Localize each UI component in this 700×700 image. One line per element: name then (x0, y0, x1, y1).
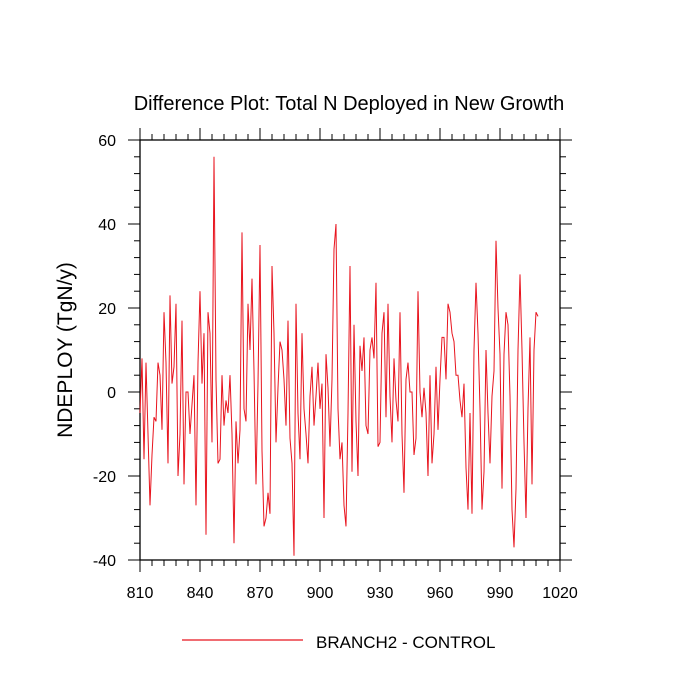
x-tick-label: 990 (487, 585, 514, 602)
x-tick-label: 960 (427, 585, 454, 602)
series-line (139, 156, 539, 556)
x-tick-label: 930 (367, 585, 394, 602)
y-tick-label: 0 (107, 385, 116, 402)
x-tick-label: 810 (127, 585, 154, 602)
x-tick-label: 870 (247, 585, 274, 602)
x-tick-label: 900 (307, 585, 334, 602)
x-tick-label: 840 (187, 585, 214, 602)
plot-frame (139, 139, 561, 561)
chart-title: Difference Plot: Total N Deployed in New… (134, 93, 565, 115)
x-tick-label: 1020 (542, 585, 578, 602)
legend: BRANCH2 - CONTROL (182, 633, 495, 652)
plot-area: 810 840 870 900 930 960 990 1020 -40 -20 0 20 40 60 (93, 128, 578, 602)
y-tick-label: 20 (98, 301, 116, 318)
y-tick-label: 60 (98, 133, 116, 150)
y-tick-label: -40 (93, 553, 116, 570)
y-tick-label: 40 (98, 217, 116, 234)
y-axis-label: NDEPLOY (TgN/y) (54, 262, 77, 438)
y-tick-label: -20 (93, 469, 116, 486)
legend-label: BRANCH2 - CONTROL (316, 633, 495, 652)
